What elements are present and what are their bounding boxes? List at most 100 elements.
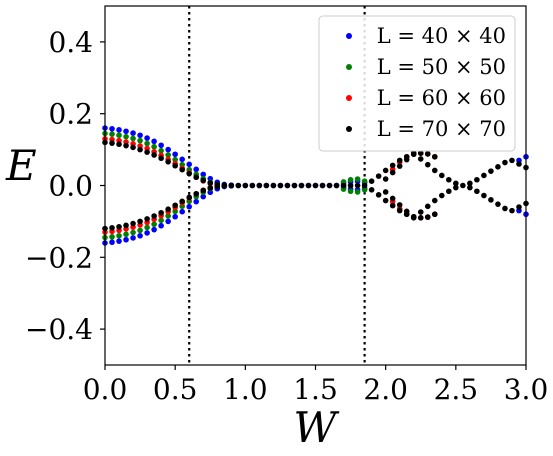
data-point: [130, 220, 136, 227]
data-point: [326, 182, 333, 189]
y-tick-label: −0.4: [25, 313, 93, 346]
data-point: [186, 161, 192, 168]
data-point: [431, 197, 438, 204]
data-point: [144, 230, 150, 236]
data-point: [137, 218, 143, 225]
data-point: [200, 193, 207, 200]
data-point: [382, 189, 389, 195]
data-point: [109, 225, 115, 231]
data-point: [144, 216, 150, 222]
data-point: [137, 232, 143, 239]
data-point: [361, 178, 368, 184]
data-point: [116, 238, 122, 244]
data-point: [193, 174, 200, 181]
data-point: [277, 182, 284, 189]
data-point: [151, 143, 157, 150]
data-point: [109, 239, 115, 246]
data-point: [158, 142, 164, 149]
data-point: [319, 182, 326, 189]
data-point: [151, 221, 157, 228]
data-point: [382, 197, 389, 204]
data-point: [249, 182, 256, 189]
data-point: [256, 182, 263, 189]
data-point: [109, 131, 115, 137]
data-point: [502, 205, 508, 212]
data-point: [417, 215, 424, 221]
x-tick-label: 2.0: [363, 373, 408, 406]
data-point: [446, 188, 452, 195]
data-point: [123, 231, 129, 238]
data-point: [389, 202, 396, 209]
data-point: [130, 135, 136, 142]
data-point: [109, 125, 115, 132]
data-point: [396, 202, 403, 208]
data-point: [172, 213, 178, 220]
data-point: [151, 138, 157, 145]
data-point: [361, 187, 368, 193]
data-point: [333, 182, 340, 189]
data-point: [193, 198, 200, 205]
data-point: [460, 182, 466, 189]
data-point: [116, 127, 122, 133]
data-point: [368, 178, 375, 184]
data-point: [488, 168, 494, 174]
data-point: [424, 214, 431, 220]
data-point: [144, 224, 150, 231]
data-point: [396, 163, 403, 169]
legend-label: L = 60 × 60: [377, 86, 506, 110]
data-point: [151, 226, 157, 233]
data-point: [165, 159, 171, 165]
legend-label: L = 40 × 40: [377, 24, 506, 48]
data-point: [467, 184, 473, 191]
legend-label: L = 50 × 50: [377, 55, 506, 79]
data-point: [214, 183, 221, 190]
data-point: [158, 222, 164, 229]
data-point: [354, 182, 361, 189]
data-point: [165, 152, 171, 158]
data-point: [137, 137, 143, 144]
x-tick-label: 0.0: [83, 373, 128, 406]
data-point: [509, 207, 515, 214]
data-point: [347, 176, 354, 183]
x-tick-label: 1.5: [293, 373, 338, 406]
data-point: [116, 232, 122, 239]
data-point: [446, 176, 452, 183]
y-axis-label: E: [5, 141, 37, 190]
data-point: [207, 185, 214, 191]
data-point: [516, 161, 522, 167]
data-point: [453, 184, 459, 191]
data-point: [123, 142, 129, 149]
legend-marker: [346, 126, 352, 132]
data-point: [424, 203, 431, 210]
data-point: [410, 150, 417, 156]
data-point: [474, 188, 480, 195]
data-point: [242, 182, 249, 189]
data-point: [368, 187, 375, 193]
data-point: [144, 135, 150, 141]
data-point: [403, 208, 410, 215]
data-point: [481, 172, 487, 179]
legend-marker: [346, 64, 352, 70]
data-point: [291, 182, 298, 189]
data-point: [396, 207, 403, 214]
data-point: [467, 180, 473, 187]
data-point: [389, 195, 396, 202]
data-point: [417, 209, 424, 215]
data-point: [172, 208, 178, 215]
data-point: [186, 170, 192, 177]
data-point: [200, 187, 207, 194]
data-point: [221, 183, 228, 189]
data-point: [340, 182, 347, 189]
data-point: [165, 213, 171, 219]
data-point: [263, 182, 270, 189]
x-tick-label: 0.5: [153, 373, 198, 406]
data-point: [312, 182, 319, 189]
data-point: [410, 215, 417, 221]
data-point: [431, 167, 438, 174]
y-tick-label: 0.2: [48, 98, 93, 131]
x-tick-label: 2.5: [434, 373, 479, 406]
data-point: [186, 203, 192, 210]
data-point: [172, 156, 178, 163]
data-point: [424, 161, 431, 168]
